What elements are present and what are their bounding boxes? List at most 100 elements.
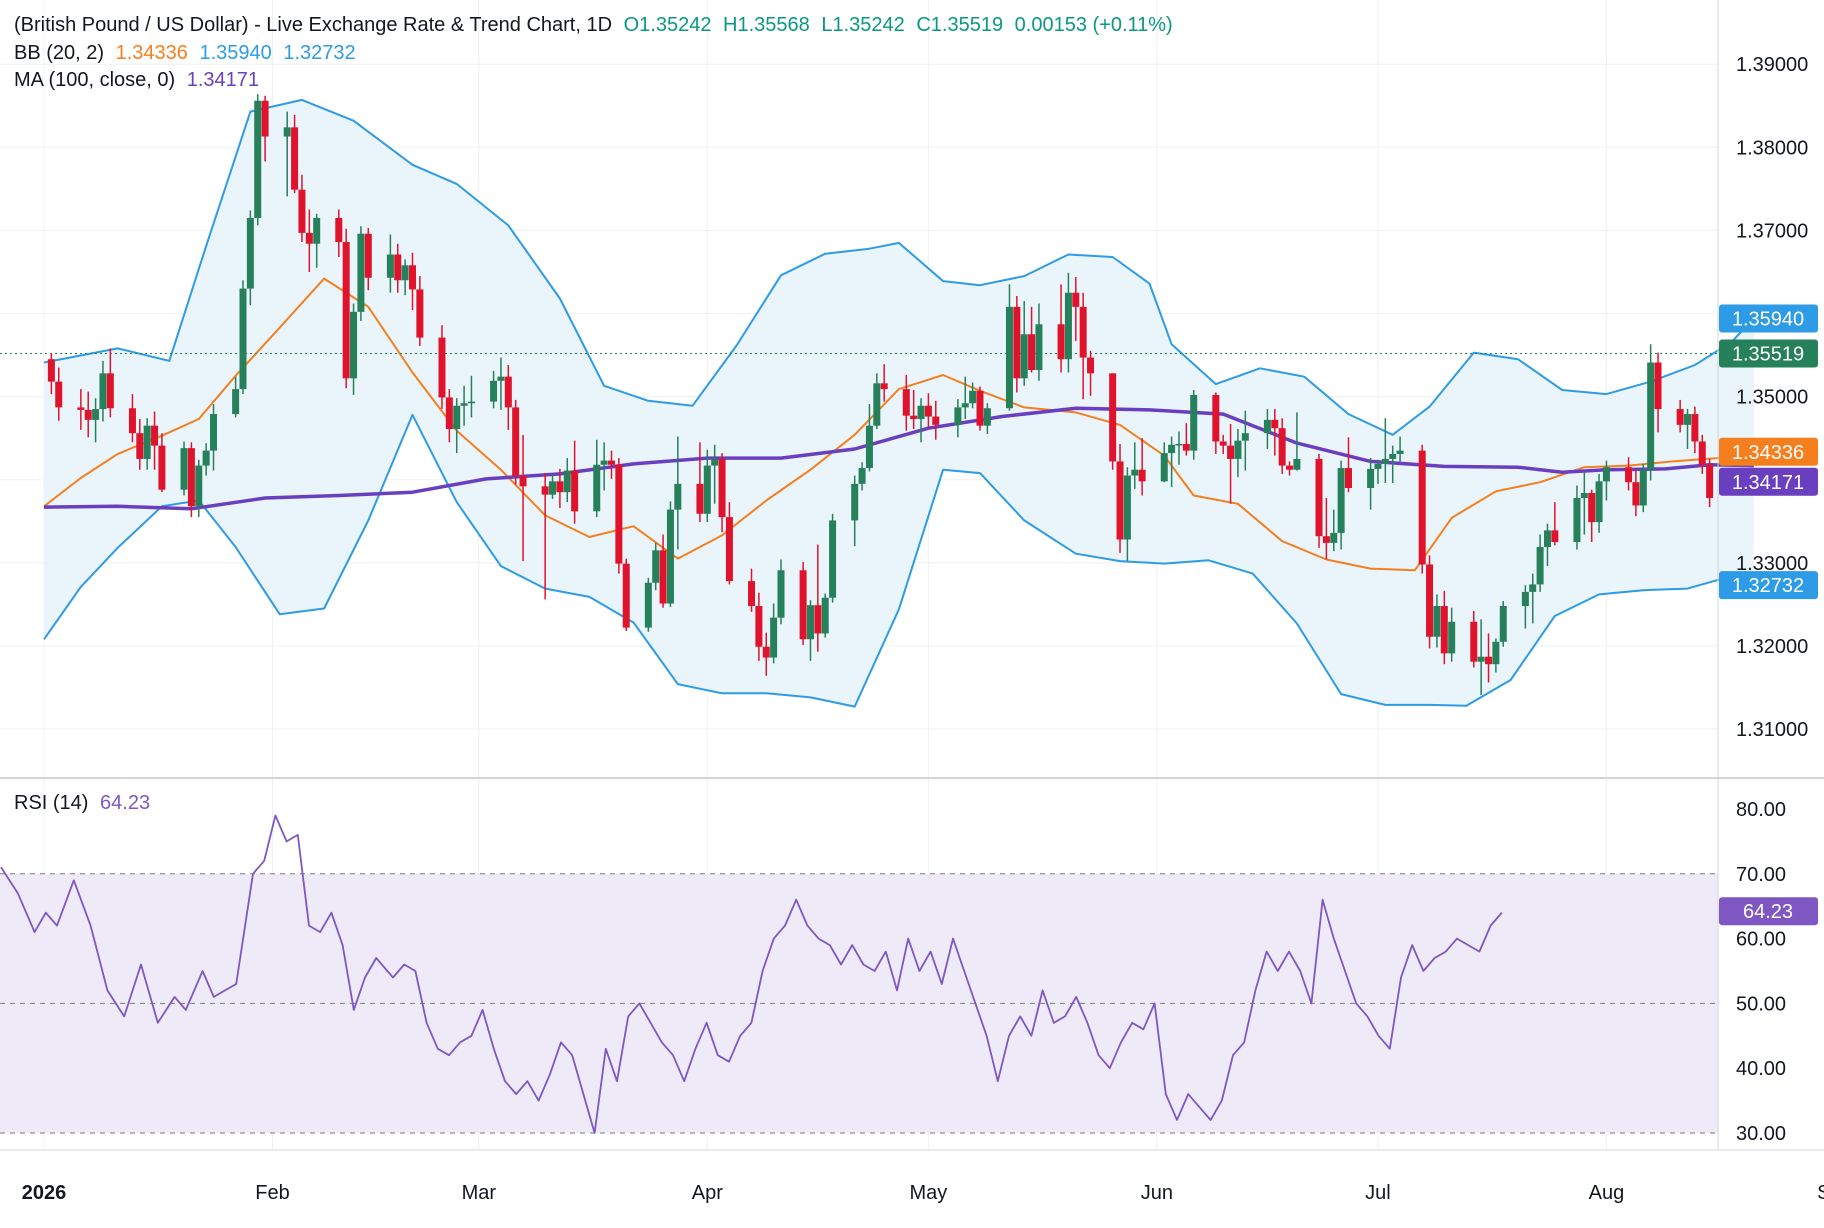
candle-body: [674, 483, 682, 510]
candle-body: [1219, 441, 1227, 446]
rsi-y-tick-label: 70.00: [1736, 864, 1786, 886]
candle-body: [1595, 481, 1603, 523]
bb-upper-tag: [1719, 304, 1818, 333]
candle-body: [1448, 621, 1456, 654]
candles-layer: [47, 94, 1714, 695]
candle-body: [1543, 530, 1551, 548]
candle-body: [1263, 419, 1271, 434]
candle-body: [600, 460, 608, 465]
x-tick-label: May: [910, 1182, 948, 1204]
bb-lower-line: [43, 413, 1755, 708]
candle-body: [55, 381, 63, 408]
candle-body: [1123, 475, 1131, 540]
candle-body: [563, 470, 571, 493]
bb-legend[interactable]: BB (20, 2) 1.34336 1.35940 1.32732: [14, 40, 362, 66]
candle-body: [932, 416, 940, 425]
candle-body: [777, 570, 785, 618]
candle-body: [814, 605, 822, 634]
candle-body: [1286, 465, 1294, 470]
ma-100-line: [43, 406, 1754, 511]
candle-body: [1684, 414, 1692, 425]
candle-body: [593, 464, 601, 512]
candle-body: [187, 448, 195, 507]
x-tick-label: 2026: [22, 1182, 67, 1204]
candle-body: [1227, 445, 1235, 459]
indicator-layer: [0, 98, 1755, 708]
bb-upper-tag-text: 1.35940: [1732, 308, 1804, 330]
candle-body: [644, 582, 652, 628]
candle-body: [335, 217, 343, 243]
low-value: L1.35242: [821, 14, 905, 36]
candle-body: [519, 475, 527, 487]
candle-body: [858, 468, 866, 484]
bb-upper-value: 1.35940: [199, 42, 272, 64]
candle-body: [1639, 469, 1647, 506]
candle-body: [851, 483, 859, 521]
candle-body: [1116, 461, 1124, 540]
y-tick-label: 1.38000: [1736, 137, 1808, 159]
candle-body: [1322, 536, 1330, 543]
candle-body: [954, 407, 962, 425]
candle-body: [1632, 482, 1640, 506]
candle-body: [1109, 373, 1117, 462]
candle-body: [1654, 362, 1662, 410]
candle-body: [1271, 419, 1279, 429]
open-value: O1.35242: [623, 14, 712, 36]
ma-legend[interactable]: MA (100, close, 0) 1.34171: [14, 67, 265, 93]
candle-body: [195, 465, 203, 507]
candle-body: [1706, 464, 1714, 498]
y-tick-label: 1.35000: [1736, 387, 1808, 409]
candle-body: [1013, 306, 1021, 379]
candle-body: [571, 470, 579, 512]
candle-body: [1529, 584, 1537, 592]
candle-body: [313, 217, 321, 244]
candle-body: [1241, 433, 1249, 441]
candle-body: [291, 127, 299, 190]
candle-body: [202, 450, 210, 466]
candle-body: [1389, 453, 1397, 459]
bb-lower-tag-text: 1.32732: [1732, 575, 1804, 597]
y-tick-label: 1.31000: [1736, 719, 1808, 741]
candle-body: [350, 311, 358, 379]
candle-body: [180, 448, 188, 490]
ma-100-tag: [1719, 467, 1818, 496]
candle-body: [696, 483, 704, 514]
candle-body: [806, 605, 814, 640]
ma-value: 1.34171: [186, 69, 260, 91]
chart-legend-header: (British Pound / US Dollar) - Live Excha…: [14, 12, 1179, 38]
x-tick-label: Apr: [692, 1182, 723, 1204]
candle-body: [1477, 656, 1485, 662]
ma-100-tag-text: 1.34171: [1732, 472, 1804, 494]
candle-body: [770, 617, 778, 658]
candle-body: [1499, 606, 1507, 642]
x-tick-label: Mar: [462, 1182, 497, 1204]
rsi-y-tick-label: 40.00: [1736, 1058, 1786, 1080]
candle-body: [99, 373, 107, 410]
candle-body: [305, 232, 313, 244]
candle-body: [504, 376, 512, 408]
candle-body: [1087, 357, 1095, 374]
candle-body: [622, 563, 630, 628]
rsi-legend[interactable]: RSI (14) 64.23: [14, 790, 156, 816]
candle-body: [445, 397, 453, 430]
candle-body: [880, 383, 888, 390]
candle-body: [1337, 468, 1345, 533]
candle-body: [924, 405, 932, 417]
x-tick-label: Feb: [255, 1182, 289, 1204]
candle-body: [799, 570, 807, 640]
candle-body: [416, 289, 424, 338]
rsi-value-tag: [1719, 897, 1818, 926]
candle-body: [1374, 463, 1382, 469]
y-tick-label: 1.39000: [1736, 54, 1808, 76]
candle-body: [1035, 324, 1043, 371]
candle-body: [239, 288, 247, 390]
candle-body: [1396, 450, 1404, 454]
candle-body: [386, 254, 394, 278]
symbol-title: (British Pound / US Dollar) - Live Excha…: [14, 14, 613, 36]
candle-body: [84, 409, 92, 420]
candle-body: [1485, 656, 1493, 665]
bb-lower-value: 1.32732: [283, 42, 356, 64]
rsi-y-tick-label: 80.00: [1736, 799, 1786, 821]
